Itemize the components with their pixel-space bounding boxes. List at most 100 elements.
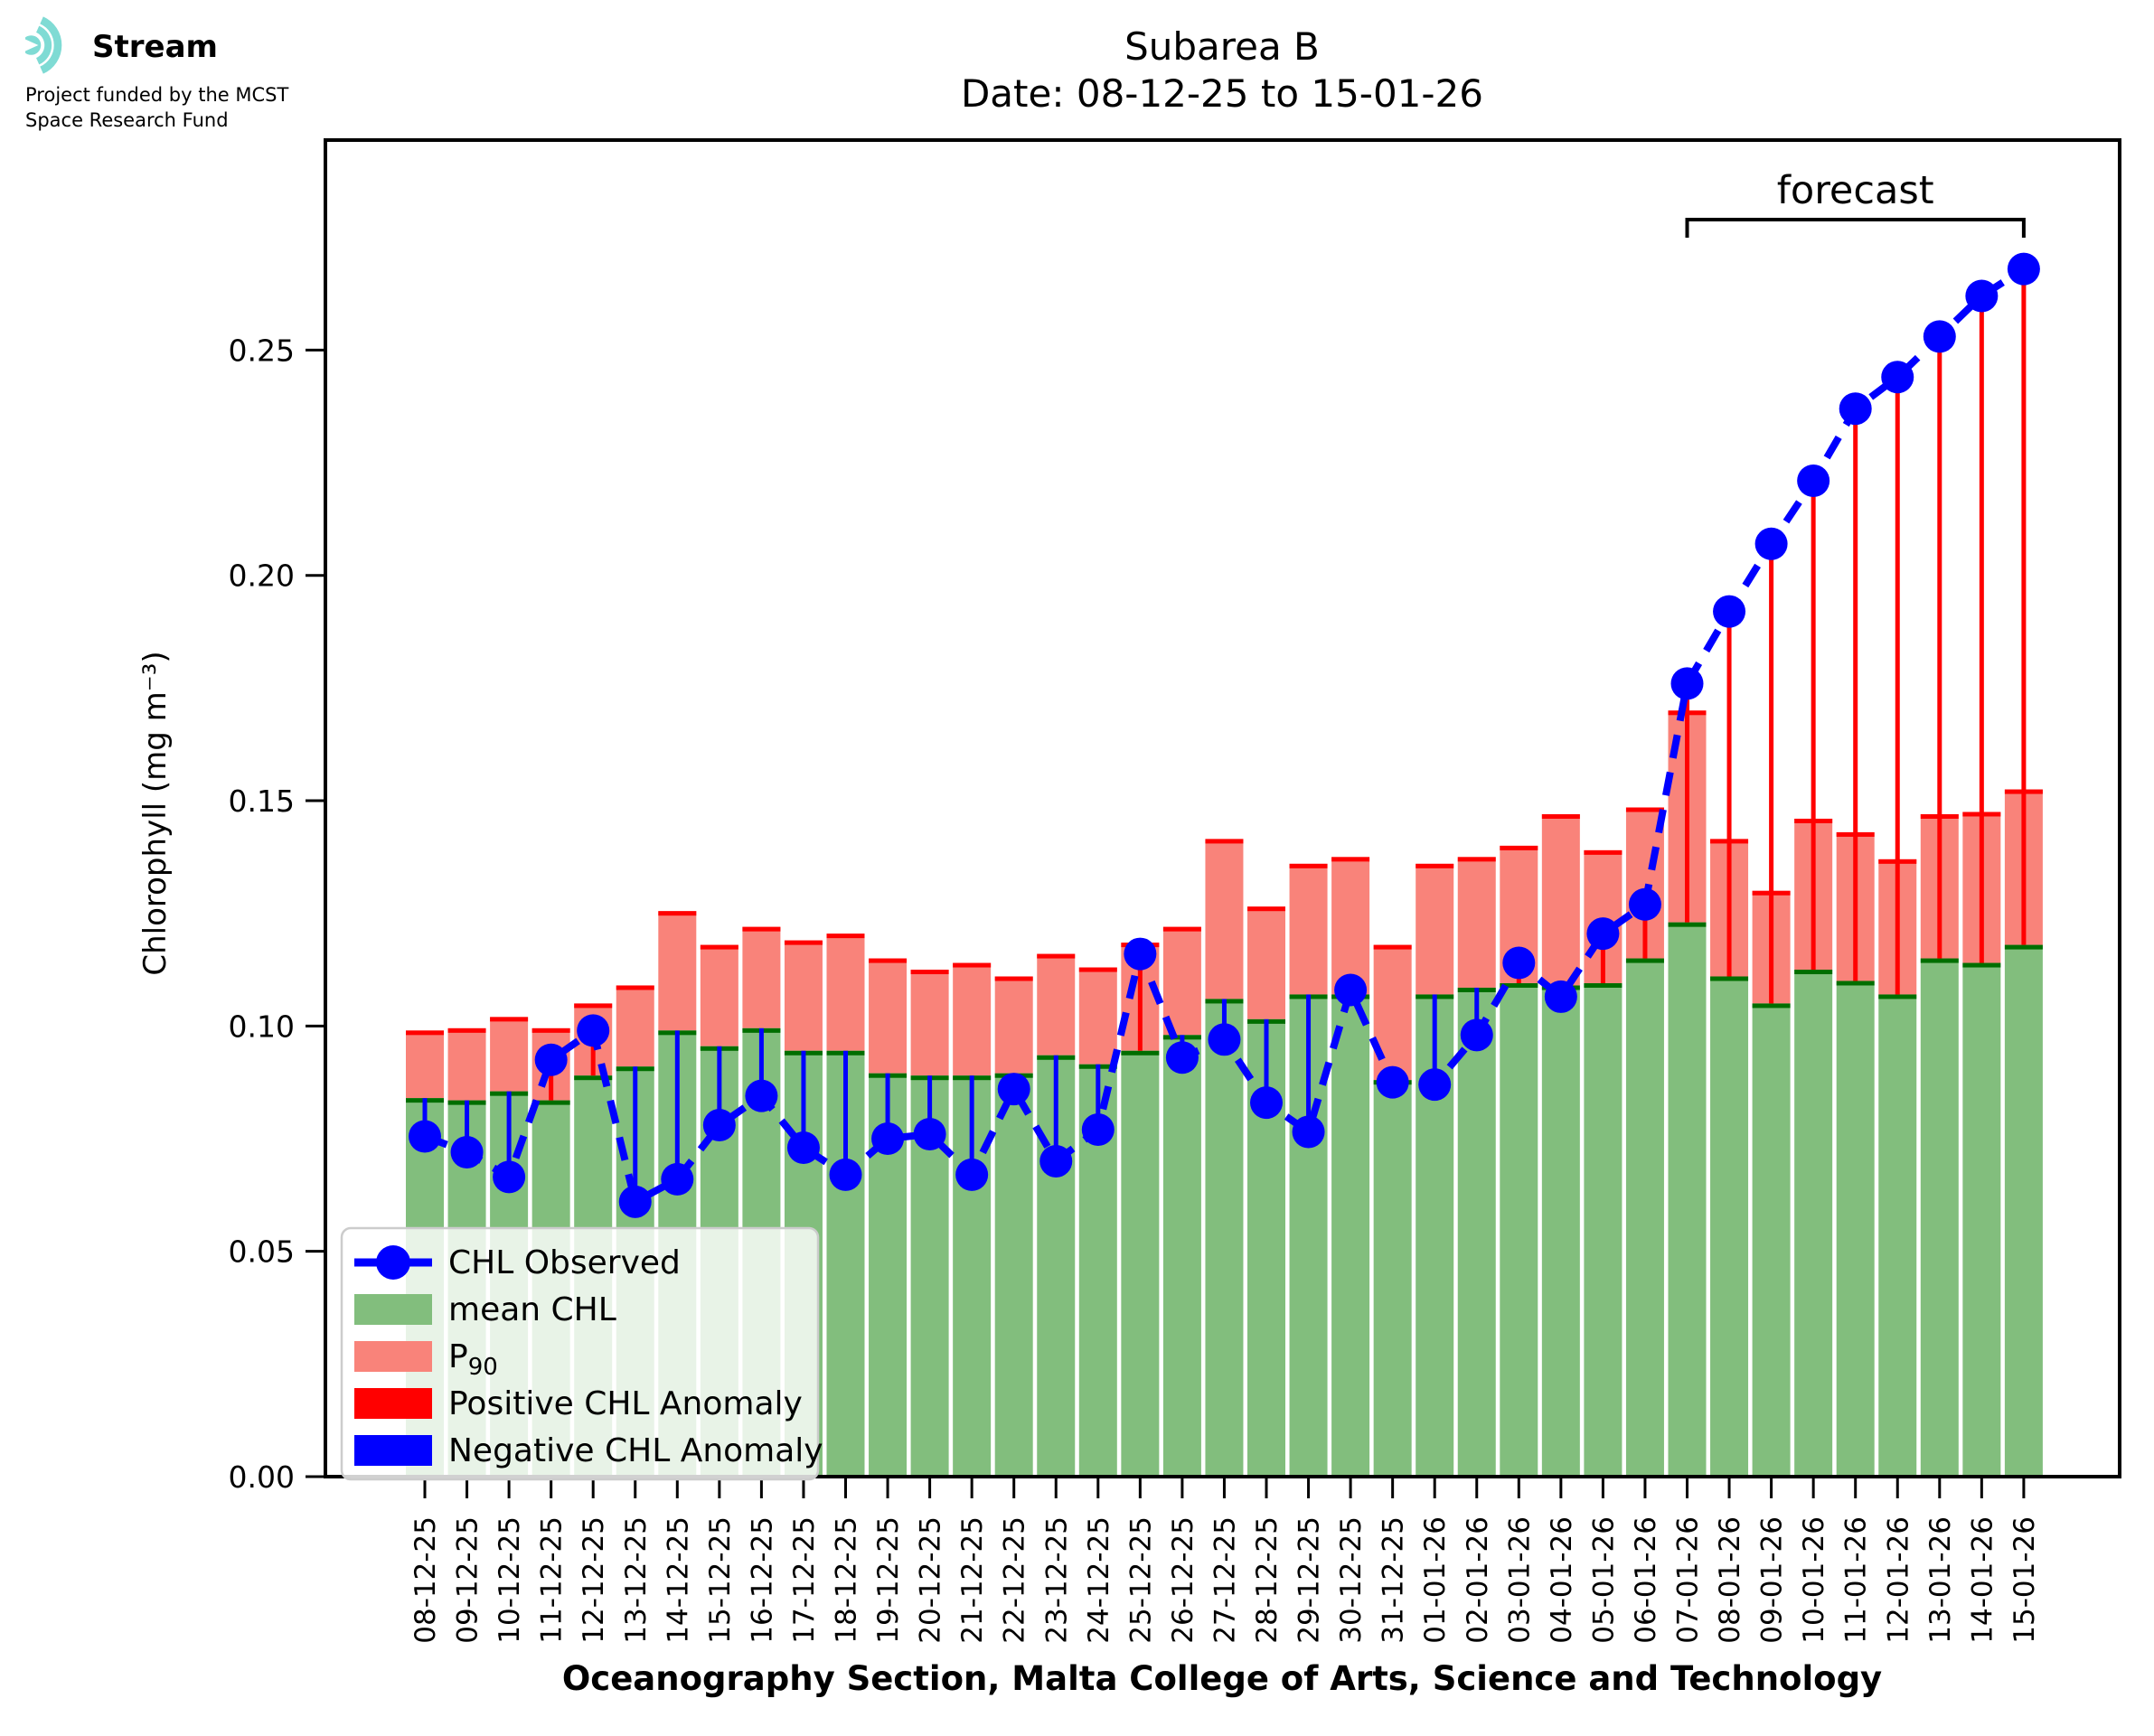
x-tick-label: 20-12-25 xyxy=(915,1516,947,1644)
p90-cap xyxy=(406,1030,444,1036)
logo-ripple-waves-icon xyxy=(21,13,90,81)
negative-anomaly-line xyxy=(674,1030,680,1179)
mean-chl-bar xyxy=(1668,922,1707,1477)
p90-cap xyxy=(1541,813,1580,819)
chl-observed-point xyxy=(1839,392,1872,426)
mean-chl-bar xyxy=(1457,987,1496,1477)
logo-wave-notch xyxy=(24,38,39,52)
chl-observed-point xyxy=(1881,361,1914,394)
positive-anomaly-line xyxy=(1853,408,1858,981)
x-tick-label: 16-12-25 xyxy=(746,1516,778,1644)
legend-swatch xyxy=(354,1341,432,1372)
chl-observed-point xyxy=(618,1185,652,1218)
mean-chl-cap xyxy=(574,1075,613,1081)
forecast-label: forecast xyxy=(1777,168,1934,213)
p90-bar xyxy=(1247,906,1285,1019)
legend-item: CHL Observed xyxy=(354,1244,681,1281)
mean-chl-cap xyxy=(1584,982,1623,988)
x-tick-label: 01-01-26 xyxy=(1419,1516,1452,1644)
p90-bar xyxy=(490,1017,529,1092)
p90-bar xyxy=(826,934,865,1051)
chl-observed-point xyxy=(1502,946,1536,980)
p90-bar xyxy=(953,962,992,1076)
y-tick-label: 0.10 xyxy=(229,1009,295,1044)
negative-anomaly-line xyxy=(465,1100,470,1152)
x-tick-label: 18-12-25 xyxy=(831,1516,863,1644)
mean-chl-bar xyxy=(1625,958,1664,1477)
x-tick-label: 10-01-26 xyxy=(1798,1516,1830,1644)
negative-anomaly-line xyxy=(1221,999,1227,1040)
chl-observed-point xyxy=(1376,1065,1409,1099)
positive-anomaly-line xyxy=(1769,543,1774,1004)
mean-chl-bar xyxy=(1710,976,1749,1477)
negative-anomaly-line xyxy=(1096,1064,1101,1131)
p90-bar xyxy=(447,1028,486,1101)
x-tick-label: 06-01-26 xyxy=(1630,1516,1662,1644)
bar-group xyxy=(1962,812,2001,1477)
x-tick-label: 26-12-25 xyxy=(1167,1516,1199,1644)
p90-cap xyxy=(1373,944,1412,950)
chl-observed-point xyxy=(577,1014,610,1047)
p90-cap xyxy=(953,962,992,968)
legend-marker-dot xyxy=(376,1245,410,1280)
x-tick-label: 30-12-25 xyxy=(1335,1516,1368,1644)
x-tick-label: 13-12-25 xyxy=(620,1516,653,1644)
p90-cap xyxy=(1331,857,1370,862)
x-tick-label: 07-01-26 xyxy=(1672,1516,1705,1644)
positive-anomaly-line xyxy=(1600,934,1605,983)
p90-bar xyxy=(1457,857,1496,988)
chart-title: Subarea B xyxy=(1124,24,1320,69)
p90-cap xyxy=(700,944,738,950)
p90-bar xyxy=(784,940,823,1051)
p90-cap xyxy=(531,1028,570,1033)
p90-bar xyxy=(616,985,654,1067)
logo-subtitle-line2: Space Research Fund xyxy=(25,109,229,131)
mean-chl-cap xyxy=(1668,922,1707,927)
chl-observed-point xyxy=(1965,279,1999,313)
chl-observed-point xyxy=(1460,1018,1493,1052)
mean-chl-bar xyxy=(1752,1003,1791,1477)
forecast-bracket xyxy=(1685,218,2026,238)
negative-anomaly-line xyxy=(1474,987,1480,1036)
chl-observed-point xyxy=(493,1160,526,1194)
mean-chl-cap xyxy=(1752,1003,1791,1009)
negative-anomaly-line xyxy=(1264,1018,1269,1103)
negative-anomaly-line xyxy=(717,1046,722,1126)
p90-cap xyxy=(658,911,697,916)
p90-bar xyxy=(700,944,738,1046)
chl-observed-point xyxy=(1628,887,1661,921)
plot-frame xyxy=(324,138,2121,1478)
positive-anomaly-line xyxy=(1895,377,1900,995)
p90-cap xyxy=(1584,849,1623,855)
chl-observed-point xyxy=(1250,1086,1283,1120)
y-axis-label: Chlorophyll (mg m⁻³) xyxy=(137,651,174,976)
mean-chl-cap xyxy=(1920,958,1959,963)
p90-cap xyxy=(447,1028,486,1033)
legend-label: mean CHL xyxy=(448,1291,616,1328)
x-tick-label: 03-01-26 xyxy=(1503,1516,1536,1644)
mean-chl-cap xyxy=(1625,958,1664,963)
chl-observed-point xyxy=(1334,973,1368,1007)
mean-chl-cap xyxy=(531,1100,570,1105)
negative-anomaly-line xyxy=(422,1098,428,1137)
chl-observed-point xyxy=(829,1158,862,1191)
legend-swatch xyxy=(354,1294,432,1325)
p90-bar xyxy=(742,926,781,1028)
mean-chl-bar xyxy=(1878,994,1917,1477)
p90-bar xyxy=(994,976,1033,1074)
x-tick-label: 14-01-26 xyxy=(1966,1516,1999,1644)
chl-observed-point xyxy=(997,1073,1030,1106)
chl-observed-point xyxy=(1754,527,1788,560)
p90-cap xyxy=(1247,906,1285,912)
p90-cap xyxy=(826,934,865,939)
mean-chl-cap xyxy=(1878,994,1917,999)
p90-bar xyxy=(1416,863,1454,995)
x-tick-label: 09-01-26 xyxy=(1756,1516,1789,1644)
x-tick-label: 02-01-26 xyxy=(1462,1516,1494,1644)
chart-title-block: Subarea B Date: 08-12-25 to 15-01-26 xyxy=(318,23,2126,117)
negative-anomaly-line xyxy=(633,1066,638,1202)
chl-observed-point xyxy=(661,1162,694,1196)
p90-cap xyxy=(490,1017,529,1022)
x-tick-label: 11-01-26 xyxy=(1840,1516,1873,1644)
